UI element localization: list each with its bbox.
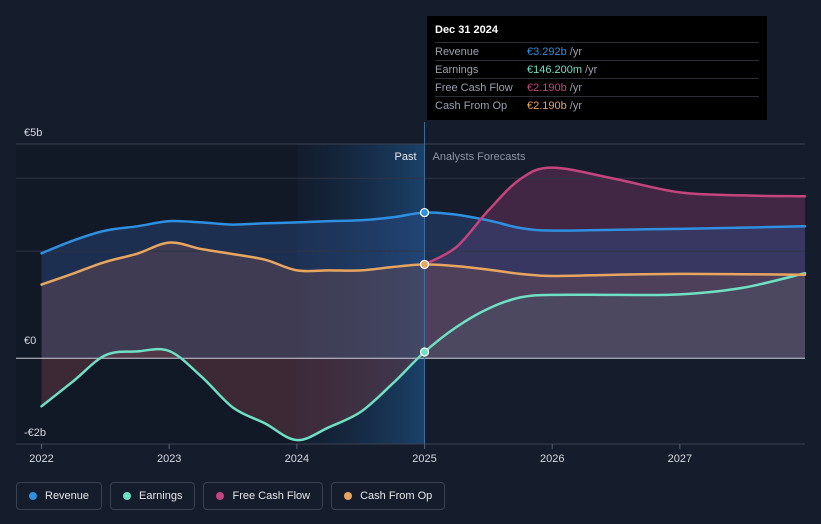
area-revenue [41, 212, 805, 359]
tooltip-row-earnings: Earnings €146.200m /yr [435, 60, 759, 78]
legend-dot-icon [123, 492, 132, 500]
highlight-region [296, 144, 425, 444]
legend-label: Revenue [45, 490, 90, 502]
x-tick-label: 2027 [668, 453, 692, 465]
past-label: Past [395, 151, 417, 163]
x-tick-label: 2022 [29, 453, 53, 465]
tooltip-value: €2.190b [527, 99, 567, 112]
tooltip-row-cash-from-op: Cash From Op €2.190b /yr [435, 96, 759, 114]
tooltip-label: Cash From Op [435, 99, 508, 112]
tooltip-row-revenue: Revenue €3.292b /yr [435, 42, 759, 60]
marker-revenue [419, 207, 430, 218]
x-tick-label: 2026 [540, 453, 564, 465]
legend-item-cash-from-op[interactable]: Cash From Op [331, 482, 446, 510]
tooltip-label: Free Cash Flow [435, 81, 513, 94]
line-earnings [40, 271, 807, 442]
area-earnings-negative [41, 349, 425, 441]
tooltip-unit: /yr [569, 45, 582, 58]
tooltip-date: Dec 31 2024 [435, 24, 498, 36]
y-tick-label: €5b [24, 127, 42, 139]
x-tick-label: 2024 [285, 453, 309, 465]
tooltip-unit: /yr [569, 81, 582, 94]
legend-item-earnings[interactable]: Earnings [110, 482, 196, 510]
legend-dot-icon [29, 492, 37, 500]
area-free-cash-flow [424, 167, 805, 359]
tooltip-row-free-cash-flow: Free Cash Flow €2.190b /yr [435, 78, 759, 96]
tooltip: Dec 31 2024 Revenue €3.292b /yr Earnings… [427, 16, 767, 120]
legend-item-revenue[interactable]: Revenue [16, 482, 103, 510]
y-tick-label: €0 [24, 335, 36, 347]
forecast-label: Analysts Forecasts [433, 151, 526, 163]
tooltip-label: Earnings [435, 63, 479, 76]
x-tick-label: 2025 [412, 453, 436, 465]
area-earnings [41, 273, 805, 441]
legend-label: Cash From Op [360, 490, 433, 502]
legend-label: Free Cash Flow [232, 490, 311, 502]
line-revenue [40, 211, 807, 255]
tooltip-label: Revenue [435, 45, 480, 58]
marker-cash-from-op [419, 259, 430, 270]
legend-item-free-cash-flow[interactable]: Free Cash Flow [203, 482, 324, 510]
legend: Revenue Earnings Free Cash Flow Cash Fro… [16, 482, 446, 510]
tooltip-unit: /yr [569, 99, 582, 112]
tooltip-value: €2.190b [527, 81, 567, 94]
tooltip-unit: /yr [585, 63, 598, 76]
legend-label: Earnings [139, 490, 183, 502]
legend-dot-icon [216, 492, 225, 500]
area-cash-from-op [41, 242, 805, 359]
tooltip-value: €3.292b [527, 45, 567, 58]
tooltip-value: €146.200m [527, 63, 583, 76]
x-tick-label: 2023 [157, 453, 181, 465]
y-tick-label: -€2b [24, 427, 46, 439]
legend-dot-icon [344, 492, 353, 500]
marker-earnings [419, 347, 430, 357]
line-free-cash-flow [423, 166, 807, 266]
line-cash-from-op [40, 241, 807, 286]
